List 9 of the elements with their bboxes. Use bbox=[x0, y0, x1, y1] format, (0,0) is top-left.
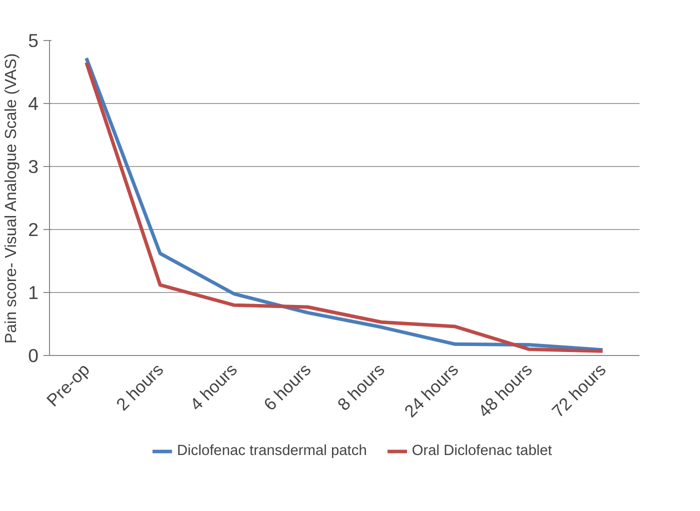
y-tick-label: 2 bbox=[28, 219, 39, 240]
y-tick-label: 5 bbox=[28, 30, 39, 51]
y-tick-label: 0 bbox=[28, 345, 39, 366]
y-tick-label: 1 bbox=[28, 282, 39, 303]
y-tick-label: 3 bbox=[28, 156, 39, 177]
y-tick-label: 4 bbox=[28, 93, 39, 114]
legend-label: Diclofenac transdermal patch bbox=[177, 443, 367, 459]
y-axis-title: Pain score- Visual Analogue Scale (VAS) bbox=[3, 53, 20, 344]
legend-label: Oral Diclofenac tablet bbox=[412, 443, 552, 459]
